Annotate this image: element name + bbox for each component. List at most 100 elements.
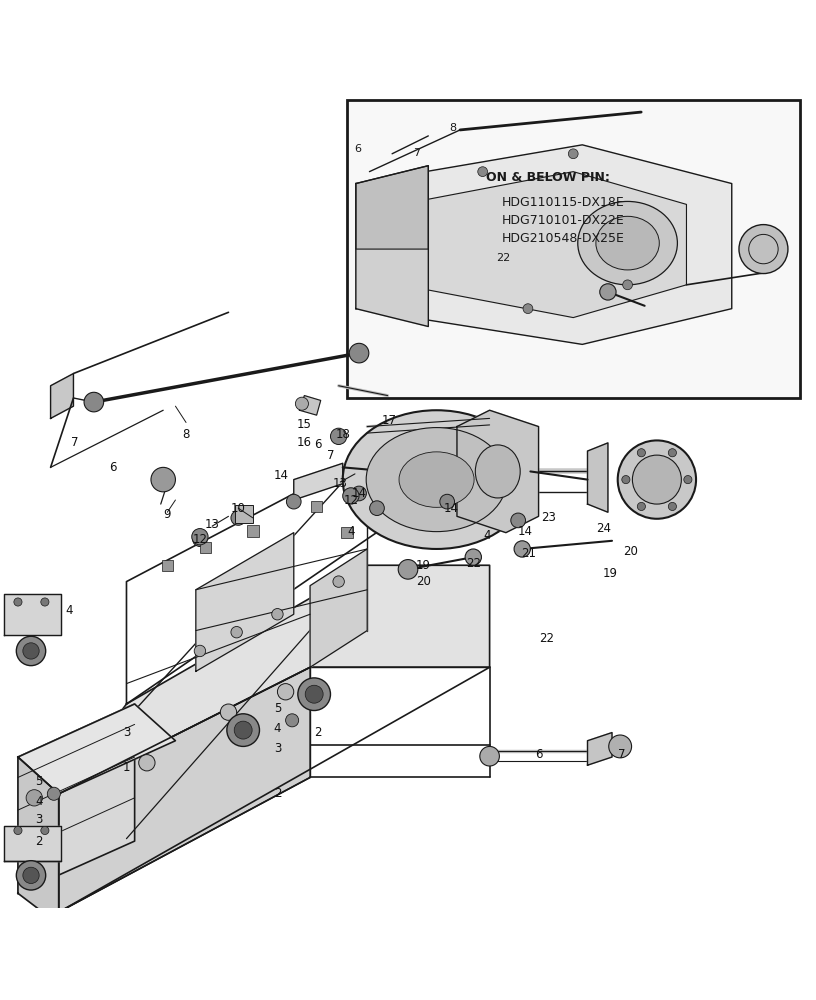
Circle shape xyxy=(632,455,681,504)
Text: 4: 4 xyxy=(35,795,43,808)
Polygon shape xyxy=(310,549,367,667)
Text: 14: 14 xyxy=(274,469,289,482)
Text: 9: 9 xyxy=(163,508,171,521)
Circle shape xyxy=(568,149,578,159)
Ellipse shape xyxy=(366,428,507,532)
Text: 2: 2 xyxy=(314,726,322,739)
Polygon shape xyxy=(196,533,294,671)
Bar xyxy=(162,560,173,571)
Polygon shape xyxy=(18,704,135,893)
Circle shape xyxy=(41,826,49,835)
Text: 22: 22 xyxy=(539,632,554,645)
Circle shape xyxy=(26,826,42,843)
Polygon shape xyxy=(356,166,428,327)
Circle shape xyxy=(47,787,60,800)
Polygon shape xyxy=(4,594,61,635)
Circle shape xyxy=(618,440,696,519)
Text: 24: 24 xyxy=(596,522,611,535)
Text: 18: 18 xyxy=(335,428,350,441)
Text: 7: 7 xyxy=(413,148,419,158)
Circle shape xyxy=(84,392,104,412)
Circle shape xyxy=(220,704,237,720)
Text: 4: 4 xyxy=(65,604,73,617)
Polygon shape xyxy=(51,374,73,418)
Text: 14: 14 xyxy=(518,525,533,538)
Text: 19: 19 xyxy=(603,567,618,580)
Circle shape xyxy=(14,826,22,835)
Text: 6: 6 xyxy=(354,144,361,154)
Text: 14: 14 xyxy=(444,502,459,515)
Circle shape xyxy=(480,746,499,766)
Text: 8: 8 xyxy=(450,123,456,133)
Text: 4: 4 xyxy=(273,722,282,735)
Text: 4: 4 xyxy=(483,529,491,542)
Circle shape xyxy=(41,598,49,606)
Circle shape xyxy=(370,501,384,516)
Ellipse shape xyxy=(596,216,659,270)
Circle shape xyxy=(14,598,22,606)
Circle shape xyxy=(26,867,42,884)
Circle shape xyxy=(286,714,299,727)
Ellipse shape xyxy=(343,410,530,549)
Text: 22: 22 xyxy=(496,253,511,263)
Circle shape xyxy=(330,428,347,445)
Polygon shape xyxy=(401,172,686,318)
Text: 3: 3 xyxy=(273,742,282,755)
Text: 3: 3 xyxy=(122,726,131,739)
Text: 21: 21 xyxy=(521,547,536,560)
Circle shape xyxy=(295,397,308,410)
Polygon shape xyxy=(18,757,59,924)
Text: 1: 1 xyxy=(122,761,131,774)
Circle shape xyxy=(343,488,359,504)
Text: 3: 3 xyxy=(35,813,43,826)
Ellipse shape xyxy=(578,201,677,285)
Polygon shape xyxy=(299,396,321,415)
Circle shape xyxy=(637,449,645,457)
Text: 5: 5 xyxy=(273,702,282,715)
Text: 20: 20 xyxy=(623,545,638,558)
Text: 20: 20 xyxy=(416,575,431,588)
Text: 22: 22 xyxy=(466,557,481,570)
Text: 16: 16 xyxy=(297,436,312,449)
Bar xyxy=(247,525,259,537)
Circle shape xyxy=(286,494,301,509)
Polygon shape xyxy=(18,704,175,794)
Text: 17: 17 xyxy=(382,414,397,427)
Text: 12: 12 xyxy=(193,533,207,546)
Circle shape xyxy=(16,861,46,890)
Circle shape xyxy=(398,560,418,579)
Bar xyxy=(311,501,322,512)
Text: 12: 12 xyxy=(344,493,358,506)
Text: 7: 7 xyxy=(71,436,79,449)
Text: 23: 23 xyxy=(541,511,556,524)
Circle shape xyxy=(440,494,455,509)
Text: ON & BELOW PIN:: ON & BELOW PIN: xyxy=(486,171,610,184)
Circle shape xyxy=(23,867,39,884)
Circle shape xyxy=(231,626,242,638)
Text: 10: 10 xyxy=(231,502,246,515)
Circle shape xyxy=(609,735,632,758)
Circle shape xyxy=(227,714,259,746)
Circle shape xyxy=(277,684,294,700)
Polygon shape xyxy=(59,565,490,794)
Circle shape xyxy=(193,532,207,547)
Bar xyxy=(200,542,211,553)
Circle shape xyxy=(637,502,645,511)
Circle shape xyxy=(514,541,530,557)
Circle shape xyxy=(622,476,630,484)
Polygon shape xyxy=(457,410,539,533)
Polygon shape xyxy=(588,443,608,512)
Text: 4: 4 xyxy=(347,525,355,538)
Text: HDG110115-DX18E: HDG110115-DX18E xyxy=(502,196,624,209)
Circle shape xyxy=(194,645,206,657)
Circle shape xyxy=(192,529,208,545)
Text: 2: 2 xyxy=(35,835,43,848)
Circle shape xyxy=(668,502,676,511)
Text: 14: 14 xyxy=(352,487,366,500)
Ellipse shape xyxy=(475,445,521,498)
Circle shape xyxy=(333,576,344,587)
Bar xyxy=(347,100,800,398)
Polygon shape xyxy=(588,733,612,765)
Bar xyxy=(235,505,253,523)
Text: HDG710101-DX22E: HDG710101-DX22E xyxy=(502,214,624,227)
